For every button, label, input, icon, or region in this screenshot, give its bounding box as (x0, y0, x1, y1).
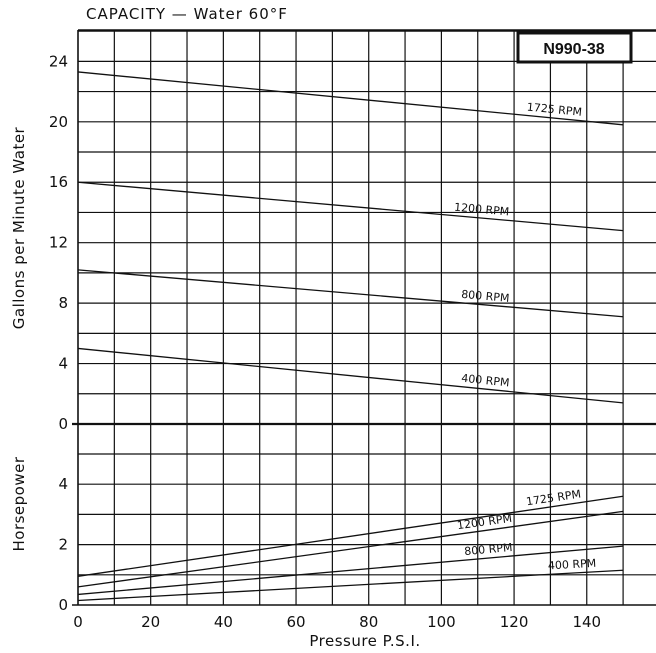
capacity-y-tick-label: 24 (49, 52, 68, 70)
capacity-curve-400-rpm (77, 347, 624, 404)
horsepower-curve-400-rpm (77, 569, 624, 602)
model-badge: N990-38 (516, 31, 633, 64)
capacity-y-tick-label: 8 (58, 294, 68, 312)
x-tick-label: 20 (141, 613, 160, 631)
x-tick-label: 0 (73, 613, 83, 631)
capacity-y-axis-label: Gallons per Minute Water (10, 126, 28, 329)
x-tick-label: 60 (286, 613, 305, 631)
capacity-curve-1725-rpm (77, 71, 624, 126)
horsepower-series-label: 400 RPM (548, 557, 597, 573)
x-tick-label: 140 (572, 613, 601, 631)
horsepower-curve-1725-rpm (77, 495, 624, 577)
capacity-series-label: 1200 RPM (454, 201, 510, 219)
horsepower-y-tick-label: 2 (58, 536, 68, 554)
horsepower-curve-800-rpm (77, 545, 624, 596)
capacity-y-tick-label: 4 (58, 355, 68, 373)
x-tick-label: 40 (214, 613, 233, 631)
chart-title: CAPACITY — Water 60°F (86, 5, 288, 23)
capacity-series-label: 400 RPM (461, 372, 510, 390)
horsepower-series-label: 800 RPM (464, 541, 513, 558)
capacity-y-tick-label: 0 (58, 415, 68, 433)
capacity-y-tick-label: 20 (49, 113, 68, 131)
capacity-series-label: 1725 RPM (526, 101, 582, 119)
horsepower-y-tick-label: 0 (58, 596, 68, 614)
x-tick-label: 80 (359, 613, 378, 631)
grid (72, 29, 656, 606)
capacity-curve-800-rpm (77, 269, 624, 318)
capacity-curve-1200-rpm (77, 181, 624, 232)
capacity-y-tick-label: 16 (49, 173, 68, 191)
horsepower-y-axis-label: Horsepower (10, 456, 28, 551)
x-axis-label: Pressure P.S.I. (309, 632, 420, 650)
horsepower-y-tick-label: 4 (58, 475, 68, 493)
capacity-y-tick-label: 12 (49, 234, 68, 252)
horsepower-series-label: 1725 RPM (525, 488, 582, 509)
model-badge-text: N990-38 (543, 41, 604, 58)
x-tick-label: 100 (427, 613, 456, 631)
horsepower-curve-1200-rpm (77, 510, 624, 588)
x-tick-label: 120 (500, 613, 529, 631)
capacity-series-label: 800 RPM (461, 288, 510, 305)
